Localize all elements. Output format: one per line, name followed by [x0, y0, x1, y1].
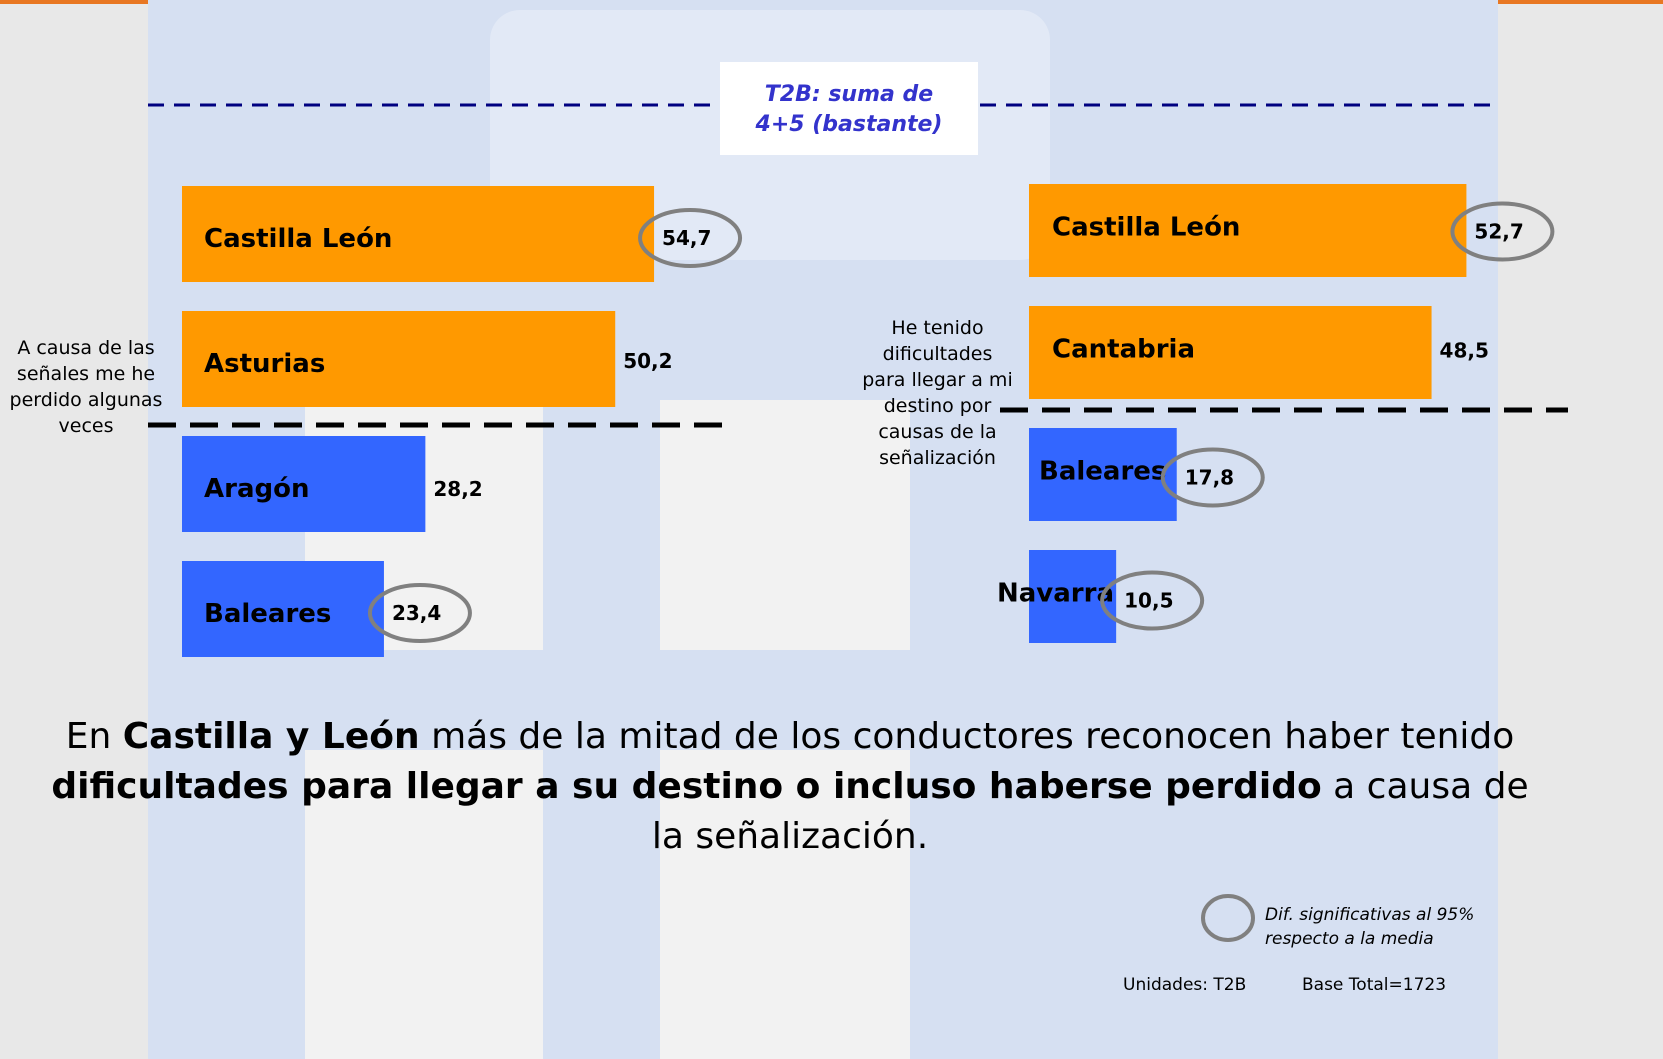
bar — [182, 561, 384, 657]
value-label: 54,7 — [662, 226, 711, 250]
background-sign — [660, 750, 910, 1059]
bar-label: Castilla León — [204, 224, 392, 254]
value-label: 28,2 — [433, 477, 482, 501]
legend-circle — [1201, 894, 1255, 942]
row-group-label: He tenido dificultades para llegar a mi … — [862, 317, 1013, 469]
value-label: 10,5 — [1124, 589, 1173, 613]
value-label: 17,8 — [1185, 466, 1234, 490]
significance-circle — [638, 208, 743, 268]
bar — [182, 311, 616, 407]
significance-circle — [1100, 570, 1205, 631]
base-note: Base Total=1723 — [1302, 975, 1447, 995]
bar-label: Asturias — [204, 349, 325, 379]
background-sign — [305, 750, 543, 1059]
annotation-box — [720, 62, 978, 155]
value-label: 50,2 — [623, 349, 672, 373]
bar-label: Cantabria — [1052, 335, 1195, 365]
bar-label: Castilla León — [1052, 213, 1240, 243]
units-note: Unidades: T2B — [1123, 975, 1247, 995]
summary-part: En — [65, 716, 123, 757]
significance-circle — [1450, 201, 1555, 262]
bar — [182, 186, 655, 282]
bar-label: Baleares — [204, 599, 331, 629]
value-label: 48,5 — [1440, 339, 1489, 363]
significance-circle — [367, 583, 472, 643]
bar-label: Navarra — [997, 579, 1114, 609]
summary-part: dificultades para llegar a su destino o … — [51, 766, 1322, 807]
summary-part: Castilla y León — [122, 716, 420, 757]
row-group-label: A causa de las señales me he perdido alg… — [9, 337, 163, 437]
legend-note: Dif. significativas al 95% respecto a la… — [1265, 905, 1475, 949]
bar — [182, 436, 426, 532]
summary-part: a causa de la señalización. — [651, 766, 1529, 857]
bar — [1029, 428, 1177, 521]
significance-circle — [1160, 447, 1265, 508]
summary-part: más de la mitad de los conductores recon… — [419, 716, 1515, 757]
bar — [1029, 184, 1467, 277]
bar — [1029, 306, 1432, 399]
background-sign — [660, 400, 910, 650]
bar-label: Aragón — [204, 474, 309, 504]
value-label: 23,4 — [392, 601, 441, 625]
value-label: 52,7 — [1474, 220, 1523, 244]
summary: En Castilla y León más de la mitad de lo… — [40, 712, 1540, 862]
bar-label: Baleares — [1039, 457, 1166, 487]
annotation: T2B: suma de 4+5 (bastante) — [755, 82, 943, 137]
